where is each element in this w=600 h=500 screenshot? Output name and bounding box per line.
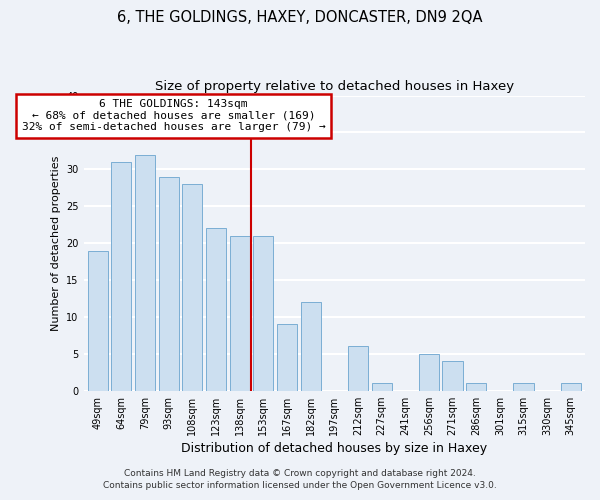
Bar (301, 302, 320, 390)
X-axis label: Distribution of detached houses by size in Haxey: Distribution of detached houses by size … (181, 442, 487, 455)
Text: Contains HM Land Registry data © Crown copyright and database right 2024.
Contai: Contains HM Land Registry data © Crown c… (103, 469, 497, 490)
Bar (514, 384, 533, 390)
Bar (135, 154, 155, 390)
Bar (466, 384, 486, 390)
Bar (561, 384, 581, 390)
Title: Size of property relative to detached houses in Haxey: Size of property relative to detached ho… (155, 80, 514, 93)
Bar (112, 162, 131, 390)
Bar (88, 250, 108, 390)
Bar (206, 228, 226, 390)
Text: 6, THE GOLDINGS, HAXEY, DONCASTER, DN9 2QA: 6, THE GOLDINGS, HAXEY, DONCASTER, DN9 2… (117, 10, 483, 25)
Bar (348, 346, 368, 391)
Bar (419, 354, 439, 391)
Bar (371, 384, 392, 390)
Bar (182, 184, 202, 390)
Bar (253, 236, 274, 390)
Y-axis label: Number of detached properties: Number of detached properties (50, 156, 61, 331)
Bar (230, 236, 250, 390)
Bar (442, 361, 463, 390)
Bar (277, 324, 297, 390)
Text: 6 THE GOLDINGS: 143sqm
← 68% of detached houses are smaller (169)
32% of semi-de: 6 THE GOLDINGS: 143sqm ← 68% of detached… (22, 99, 325, 132)
Bar (158, 176, 179, 390)
